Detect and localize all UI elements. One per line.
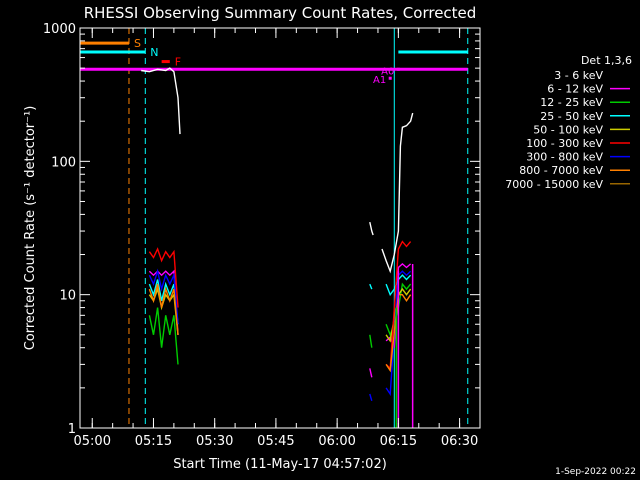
- y-axis: 1 10 100 1000: [43, 22, 480, 437]
- series-line: [385, 270, 412, 397]
- series-line: [369, 334, 373, 348]
- series-line: [369, 221, 374, 236]
- y-axis-label: Corrected Count Rate (s⁻¹ detector⁻¹): [23, 106, 38, 351]
- x-tick-label: 06:00: [318, 434, 355, 449]
- x-tick-label: 05:30: [196, 434, 233, 449]
- series-line: [148, 269, 179, 335]
- legend-entry-label: 50 - 100 keV: [533, 123, 603, 136]
- legend-entry-label: 12 - 25 keV: [540, 96, 603, 109]
- series-line: [148, 307, 179, 365]
- x-tick-label: 05:15: [135, 434, 172, 449]
- series-line: [385, 240, 412, 370]
- state-bar-label: N: [150, 46, 158, 59]
- legend-entry-label: 800 - 7000 keV: [519, 164, 603, 177]
- series-line: [148, 247, 179, 308]
- state-bar-label: F: [175, 56, 181, 69]
- chart-title: RHESSI Observing Summary Count Rates, Co…: [84, 4, 477, 22]
- series-line: [148, 283, 179, 335]
- x-tick-label: 05:45: [257, 434, 294, 449]
- legend-title: Det 1,3,6: [581, 54, 632, 67]
- series-line: [148, 279, 179, 325]
- legend-entry-label: 25 - 50 keV: [540, 110, 603, 123]
- series-line: [385, 287, 412, 343]
- marker-label: A0: [381, 66, 394, 77]
- marker-label: A1: [373, 75, 386, 86]
- series-line: [381, 112, 414, 274]
- series-line: [141, 67, 181, 135]
- y-tick-label: 1000: [43, 22, 76, 37]
- series-line: [369, 393, 373, 401]
- legend-entry-label: 3 - 6 keV: [554, 69, 603, 82]
- x-tick-label: 06:15: [380, 434, 417, 449]
- y-tick-label: 1: [68, 422, 76, 437]
- state-bar-label: S: [134, 37, 141, 50]
- plot-frame: [79, 27, 481, 429]
- series-line: [148, 268, 179, 325]
- legend-entry-label: 300 - 800 keV: [526, 151, 603, 164]
- series-line: [369, 368, 373, 378]
- x-tick-label: 06:30: [441, 434, 478, 449]
- x-tick-label: 05:00: [74, 434, 111, 449]
- series-line: [385, 294, 412, 373]
- y-tick-label: 100: [51, 155, 76, 170]
- marker-dot: [388, 76, 392, 80]
- x-axis: 05:00 05:15 05:30 05:45 06:00 06:15 06:30: [74, 28, 481, 449]
- footer-timestamp: 1-Sep-2022 00:22: [555, 467, 636, 477]
- y-tick-label: 10: [59, 289, 76, 304]
- marker-dot: [396, 67, 400, 71]
- x-axis-label: Start Time (11-May-17 04:57:02): [173, 457, 387, 472]
- series-line: [369, 283, 373, 290]
- legend-entry-label: 7000 - 15000 keV: [505, 178, 603, 191]
- legend-entry-label: 100 - 300 keV: [526, 137, 603, 150]
- legend-entry-label: 6 - 12 keV: [547, 83, 603, 96]
